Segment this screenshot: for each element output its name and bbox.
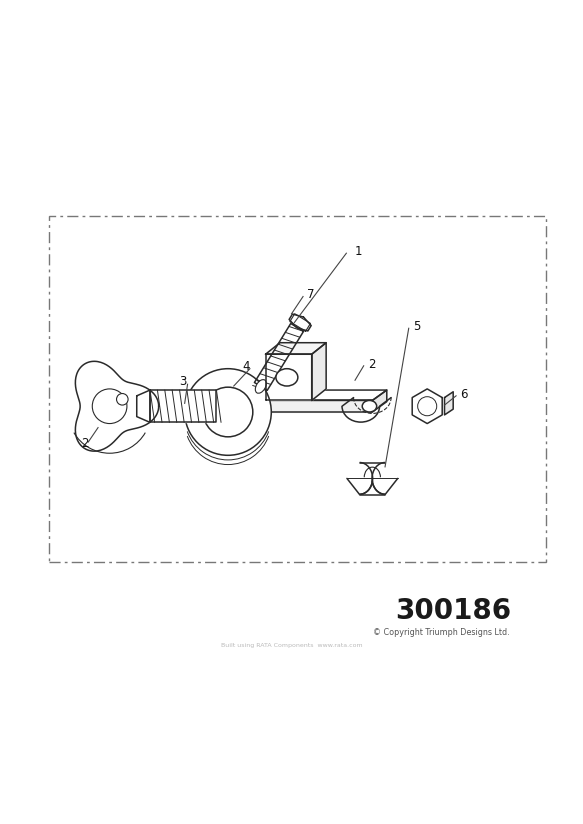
Polygon shape	[290, 314, 311, 331]
Text: 6: 6	[460, 388, 468, 401]
Ellipse shape	[255, 380, 266, 393]
Ellipse shape	[92, 389, 127, 424]
Text: 7: 7	[307, 288, 315, 301]
Polygon shape	[289, 314, 311, 331]
Circle shape	[417, 396, 437, 416]
Polygon shape	[265, 354, 312, 400]
Polygon shape	[225, 390, 387, 400]
Ellipse shape	[276, 368, 298, 386]
Polygon shape	[347, 479, 398, 494]
Polygon shape	[312, 343, 326, 400]
Polygon shape	[225, 400, 373, 412]
Polygon shape	[150, 390, 216, 423]
Bar	[49, 216, 546, 562]
Ellipse shape	[203, 387, 253, 437]
Text: 1: 1	[355, 245, 363, 258]
Circle shape	[117, 394, 128, 405]
Text: 2: 2	[368, 358, 375, 371]
Text: 300186: 300186	[395, 597, 511, 625]
Polygon shape	[412, 389, 442, 424]
Text: 4: 4	[243, 360, 250, 373]
Polygon shape	[265, 343, 326, 354]
Text: 2: 2	[82, 438, 89, 450]
Polygon shape	[137, 390, 150, 423]
Ellipse shape	[362, 400, 377, 412]
Text: © Copyright Triumph Designs Ltd.: © Copyright Triumph Designs Ltd.	[373, 628, 510, 637]
Text: 5: 5	[413, 320, 420, 333]
Polygon shape	[444, 391, 453, 415]
Polygon shape	[373, 390, 387, 412]
Text: 3: 3	[179, 376, 187, 388]
Ellipse shape	[185, 368, 271, 456]
Text: Built using RATA Components  www.rata.com: Built using RATA Components www.rata.com	[221, 644, 362, 648]
Polygon shape	[254, 324, 304, 391]
Polygon shape	[75, 361, 159, 451]
